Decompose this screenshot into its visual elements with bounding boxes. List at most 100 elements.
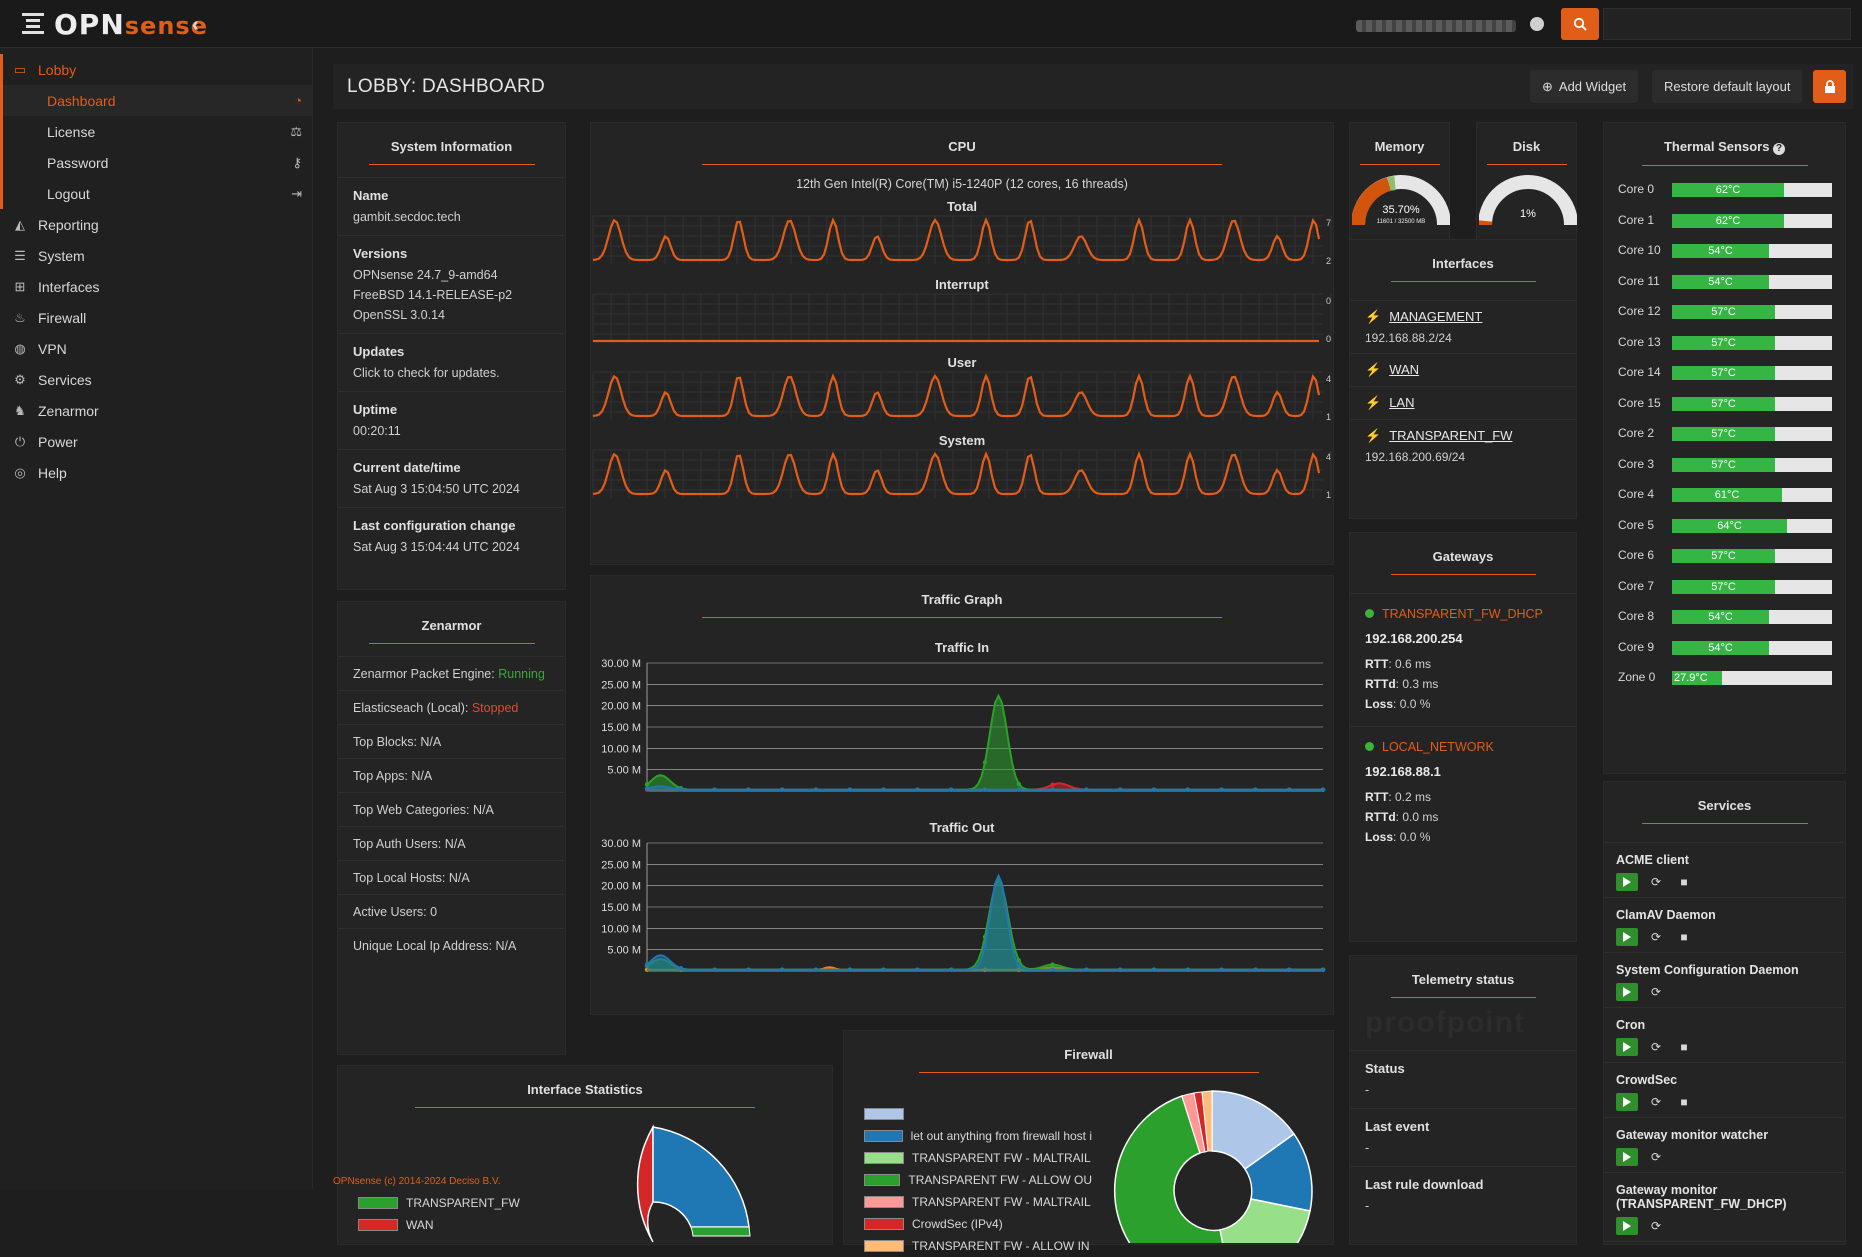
play-button[interactable] (1616, 983, 1638, 1001)
status-dot-icon[interactable] (1530, 17, 1544, 31)
legend-item[interactable]: WAN (358, 1214, 520, 1236)
transparent-fw-slice[interactable] (691, 1227, 750, 1236)
sidebar-item-password[interactable]: Password⚷ (0, 147, 312, 178)
sidebar-item-firewall[interactable]: ♨Firewall (0, 302, 312, 333)
firewall-donut-chart (1094, 1083, 1334, 1243)
sidebar-item-zenarmor[interactable]: ♞Zenarmor (0, 395, 312, 426)
wan-slice[interactable] (638, 1127, 653, 1242)
restart-icon[interactable]: ⟳ (1646, 985, 1666, 999)
sensor-name: Core 6 (1618, 548, 1654, 562)
sensor-name: Core 5 (1618, 518, 1654, 532)
service-row: ClamAV Daemon⟳■ (1604, 898, 1845, 953)
sidebar-item-dashboard[interactable]: Dashboard◔ (0, 85, 312, 116)
legend-item[interactable]: TRANSPARENT FW - MALTRAIL (864, 1147, 1092, 1169)
sidebar-item-logout[interactable]: Logout⇥ (0, 178, 312, 209)
sidebar-item-power[interactable]: ⏻Power (0, 426, 312, 457)
search-button[interactable] (1561, 8, 1599, 40)
legend-item[interactable]: CrowdSec (IPv4) (864, 1213, 1092, 1235)
legend-item[interactable]: TRANSPARENT_FW (358, 1192, 520, 1214)
play-button[interactable] (1616, 1217, 1638, 1235)
legend-swatch (864, 1174, 900, 1186)
sidebar-item-interfaces[interactable]: ⊞Interfaces (0, 271, 312, 302)
sidebar-item-label: Zenarmor (38, 403, 99, 419)
sidebar-item-label: Power (38, 434, 78, 450)
search-input[interactable] (1603, 8, 1851, 40)
sensor-bar-fill: 61°C (1672, 488, 1782, 502)
play-button[interactable] (1616, 1148, 1638, 1166)
play-icon (1623, 877, 1631, 887)
stop-icon[interactable]: ■ (1674, 875, 1694, 889)
help-circle-icon[interactable]: ? (1773, 143, 1785, 155)
legend-label: CrowdSec (IPv4) (912, 1217, 1003, 1231)
check-updates-link[interactable]: Click to check for updates. (353, 359, 550, 391)
sensor-bar-track: 57°C (1672, 336, 1832, 350)
restart-icon[interactable]: ⟳ (1646, 875, 1666, 889)
legend-item[interactable] (864, 1103, 1092, 1125)
play-icon (1623, 1221, 1631, 1231)
kv-label: Last configuration change (353, 508, 550, 533)
widget-title: System Information (338, 123, 565, 154)
sidebar-item-system[interactable]: ☰System (0, 240, 312, 271)
gateway-ip: 192.168.200.254 (1365, 631, 1561, 646)
search-icon (1573, 17, 1587, 31)
legend-item[interactable]: let out anything from firewall host i (864, 1125, 1092, 1147)
traffic-point (1017, 782, 1021, 786)
service-name: System Configuration Daemon (1616, 963, 1833, 977)
cpu-axis-max: 4 (1326, 452, 1331, 462)
stop-icon[interactable]: ■ (1674, 930, 1694, 944)
stop-icon[interactable]: ■ (1674, 1095, 1694, 1109)
restart-icon[interactable]: ⟳ (1646, 1040, 1666, 1054)
sidebar-item-vpn[interactable]: ◍VPN (0, 333, 312, 364)
zenarmor-es-row: Elasticseach (Local): Stopped (338, 691, 565, 725)
sidebar-item-license[interactable]: License⚖ (0, 116, 312, 147)
cpu-model: 12th Gen Intel(R) Core(TM) i5-1240P (12 … (591, 177, 1333, 191)
kv-label: Name (353, 178, 550, 203)
legend-item[interactable]: TRANSPARENT FW - ALLOW OU (864, 1169, 1092, 1191)
lock-layout-button[interactable] (1813, 70, 1846, 103)
collapse-sidebar-chevron-icon[interactable]: ‹ (192, 14, 199, 37)
zenarmor-row: Active Users: 0 (338, 895, 565, 929)
globe-icon: ◍ (10, 341, 30, 357)
sidebar-item-lobby[interactable]: ▭Lobby (0, 54, 312, 85)
restart-icon[interactable]: ⟳ (1646, 930, 1666, 944)
play-button[interactable] (1616, 1093, 1638, 1111)
legend-item[interactable]: TRANSPARENT FW - MALTRAIL (864, 1191, 1092, 1213)
play-button[interactable] (1616, 1038, 1638, 1056)
restart-icon[interactable]: ⟳ (1646, 1219, 1666, 1233)
play-button[interactable] (1616, 873, 1638, 891)
traffic-point (645, 962, 649, 966)
footer-copyright[interactable]: OPNsense (c) 2014-2024 Deciso B.V. (333, 1176, 501, 1187)
interface-link[interactable]: LAN (1389, 395, 1414, 410)
interface-link[interactable]: TRANSPARENT_FW (1389, 428, 1512, 443)
traffic-point (1050, 968, 1054, 972)
legend-item[interactable]: TRANSPARENT FW - ALLOW IN (864, 1235, 1092, 1257)
stop-icon[interactable]: ■ (1674, 1040, 1694, 1054)
traffic-y-tick: 30.00 M (601, 838, 641, 850)
interface-link[interactable]: WAN (1389, 362, 1419, 377)
interface-link[interactable]: MANAGEMENT (1389, 309, 1482, 324)
restore-layout-button[interactable]: Restore default layout (1652, 70, 1802, 103)
sidebar-item-reporting[interactable]: ◭Reporting (0, 209, 312, 240)
sidebar-item-help[interactable]: ◎Help (0, 457, 312, 488)
restart-icon[interactable]: ⟳ (1646, 1150, 1666, 1164)
opnsense-logo[interactable]: OPNsense (18, 8, 208, 40)
legend-label: let out anything from firewall host i (911, 1129, 1092, 1143)
traffic-point (915, 788, 919, 792)
restart-icon[interactable]: ⟳ (1646, 1095, 1666, 1109)
service-controls: ⟳ (1616, 983, 1833, 1001)
add-widget-button[interactable]: ⊕Add Widget (1530, 70, 1638, 103)
play-button[interactable] (1616, 928, 1638, 946)
traffic-point (679, 787, 683, 791)
server-icon: ☰ (10, 248, 30, 264)
telemetry-last-event-row: Last event- (1350, 1109, 1576, 1167)
sidebar-item-services[interactable]: ⚙Services (0, 364, 312, 395)
play-icon (1623, 987, 1631, 997)
traffic-y-tick: 10.00 M (601, 743, 641, 755)
memory-widget: Memory 35.70% 11601 / 32500 MB (1349, 122, 1450, 244)
lan-slice[interactable] (653, 1127, 749, 1227)
memory-gauge: 35.70% 11601 / 32500 MB (1352, 171, 1450, 231)
